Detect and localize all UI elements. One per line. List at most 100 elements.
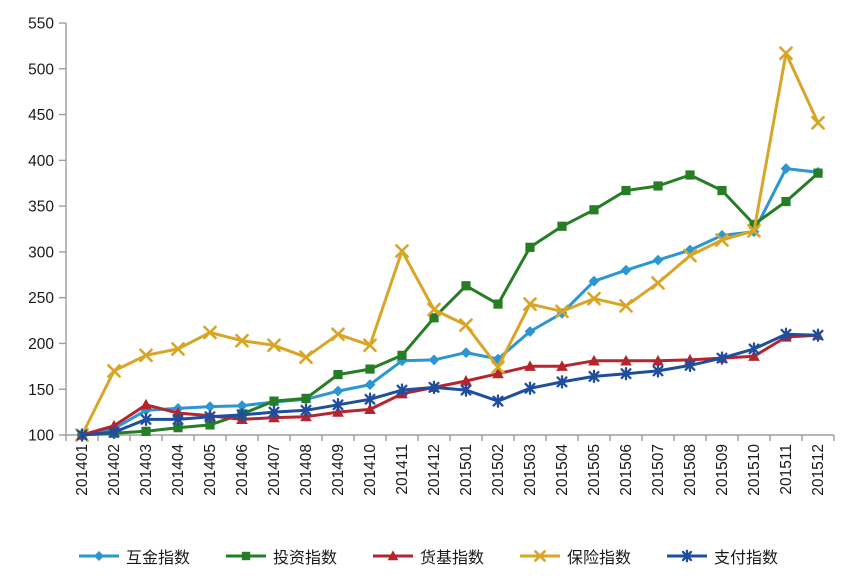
series-marker [76, 428, 88, 442]
series-marker [523, 297, 537, 311]
series-marker [363, 338, 377, 353]
series-marker [333, 369, 343, 380]
series-marker [173, 423, 183, 433]
series-marker [651, 276, 665, 290]
series-marker [683, 248, 697, 263]
y-tick-label: 350 [28, 199, 54, 216]
series-marker [493, 299, 503, 309]
series-marker [652, 364, 664, 378]
series-marker [241, 551, 251, 561]
series-marker [268, 405, 280, 419]
x-tick-label: 201401 [74, 444, 91, 496]
series-marker [779, 46, 793, 61]
legend-item: 投资指数 [224, 544, 337, 568]
x-tick-label: 201502 [490, 444, 507, 496]
series-marker [811, 115, 825, 130]
series-marker [331, 327, 345, 342]
y-tick-label: 300 [28, 244, 54, 261]
series-marker [93, 551, 104, 561]
legend-label: 投资指数 [272, 550, 337, 567]
series-marker-icon [667, 549, 708, 563]
series-marker [812, 328, 824, 342]
x-tick-label: 201405 [202, 444, 219, 496]
series-marker [332, 385, 344, 397]
series-marker [780, 163, 792, 174]
series-marker [203, 325, 217, 340]
series-marker [140, 398, 152, 410]
series-marker [140, 412, 152, 427]
series-marker [299, 350, 313, 365]
legend-item: 货基指数 [371, 544, 484, 568]
x-tick-label: 201403 [138, 444, 155, 496]
axis-lines [65, 23, 834, 436]
legend-label: 支付指数 [714, 550, 779, 567]
series-marker [397, 350, 407, 360]
series-marker [588, 354, 600, 366]
y-tick-label: 450 [28, 107, 54, 124]
series-marker [301, 393, 311, 403]
series-marker [555, 304, 569, 319]
series-marker [620, 264, 632, 276]
series-marker [619, 299, 633, 313]
x-tick-label: 201512 [810, 444, 827, 496]
series-marker [204, 401, 216, 413]
series-marker [525, 242, 535, 252]
series-marker [204, 409, 216, 424]
x-tick-label: 201406 [234, 444, 251, 496]
series-marker [492, 394, 504, 408]
series-marker [300, 403, 312, 418]
series-marker [107, 364, 121, 378]
legend-item: 互金指数 [77, 544, 190, 568]
x-tick-label: 201506 [618, 444, 635, 496]
series-marker [172, 412, 184, 427]
x-tick-label: 201505 [586, 444, 603, 496]
series-marker [652, 354, 664, 366]
x-axis: 201401 201402 201403 201404 201405 201406 2014… [65, 435, 835, 496]
chart-legend: 互金指数 投资指数 货基指数 保险指数 支付指数 [0, 544, 855, 568]
series-marker [534, 550, 546, 562]
series-marker [428, 380, 440, 395]
series-marker [491, 360, 505, 375]
series-marker [235, 333, 249, 348]
series-marker [365, 364, 375, 374]
x-tick-label: 201501 [458, 444, 475, 496]
series-marker [364, 379, 376, 391]
series-marker [557, 221, 567, 231]
x-tick-label: 201404 [170, 444, 187, 496]
legend-label: 互金指数 [125, 550, 190, 567]
series-marker [588, 369, 600, 384]
series-marker [269, 396, 279, 406]
series-marker [620, 354, 632, 366]
series-marker [364, 392, 376, 407]
series-x [75, 46, 825, 442]
y-tick-label: 200 [28, 336, 54, 353]
series-marker [387, 550, 399, 561]
series-marker [236, 408, 248, 422]
series-marker [429, 313, 439, 323]
series-line [80, 51, 820, 437]
series-marker [460, 374, 472, 386]
y-tick-label: 250 [28, 290, 54, 307]
series-marker [780, 327, 792, 342]
series-marker [461, 281, 471, 291]
y-tick-label: 500 [28, 61, 54, 78]
series-line [80, 167, 820, 437]
x-tick-label: 201503 [522, 444, 539, 496]
series-marker-icon [520, 550, 560, 562]
series-marker [459, 318, 473, 333]
series-marker [781, 196, 791, 207]
series-triangle [76, 329, 824, 440]
series-marker [556, 360, 568, 371]
series-marker [428, 354, 440, 366]
x-tick-label: 201507 [650, 444, 667, 496]
series-marker [589, 205, 599, 215]
legend-label: 货基指数 [419, 550, 484, 567]
x-tick-label: 201402 [106, 444, 123, 496]
series-marker [748, 342, 760, 356]
series-marker [139, 348, 153, 363]
series-marker [684, 358, 696, 373]
series-marker [460, 383, 472, 397]
series-marker [108, 425, 120, 440]
